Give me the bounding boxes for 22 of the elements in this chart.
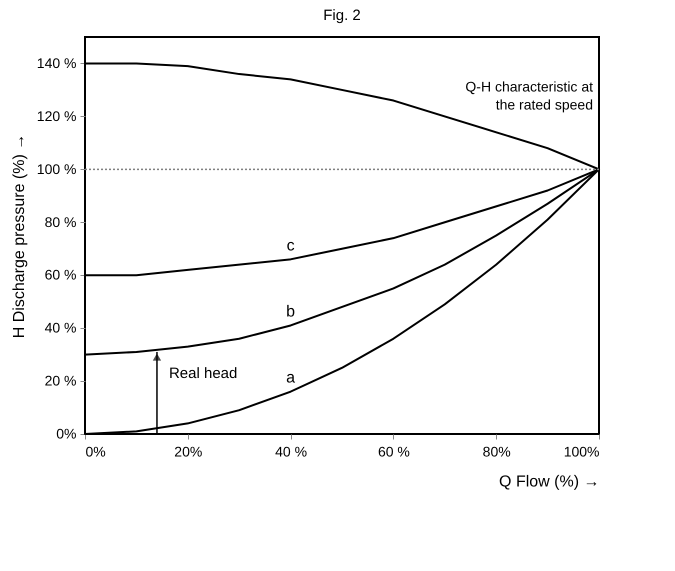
chart-title: Fig. 2 [323, 7, 361, 24]
y-tick-label: 40 % [44, 320, 76, 336]
y-tick-label: 20 % [44, 372, 76, 389]
y-tick-label: 0% [56, 426, 76, 442]
y-tick-label: 60 % [44, 266, 76, 283]
series-label: c [286, 237, 295, 254]
x-tick-label: 0% [86, 444, 106, 460]
y-tick-label: 100 % [36, 160, 76, 177]
y-tick-label: 120 % [36, 108, 76, 124]
x-tick-label: 20% [174, 444, 202, 460]
series-label: Q-H characteristic at the rated speed [465, 78, 594, 113]
x-tick-label: 40 % [275, 444, 308, 460]
x-tick-label: 100% [564, 444, 600, 460]
y-tick-label: 80 % [44, 214, 76, 230]
y-axis-title: H Discharge pressure (%) → [10, 134, 28, 338]
x-tick-label: 60 % [378, 444, 410, 460]
annotation: Real head [168, 364, 238, 382]
y-tick-label: 140 % [36, 54, 76, 71]
series-label: a [286, 370, 296, 387]
x-tick-label: 80% [482, 444, 511, 460]
x-axis-title: Q Flow (%) → [499, 474, 600, 490]
series-label: b [286, 303, 296, 320]
